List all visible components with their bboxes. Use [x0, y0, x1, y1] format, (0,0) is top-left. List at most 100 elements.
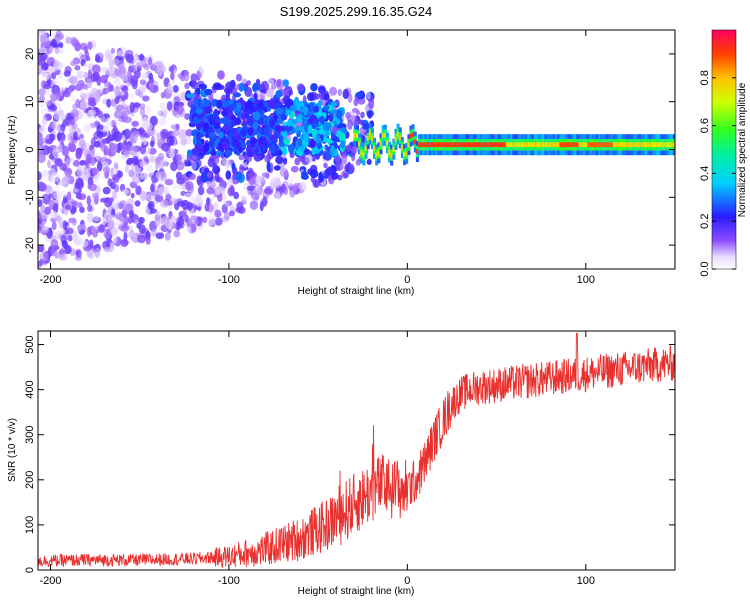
spectrogram-cell: [112, 202, 119, 210]
spectrogram-cell: [42, 62, 49, 71]
spectrogram-cell: [86, 226, 92, 237]
spectrogram-cell: [109, 243, 115, 252]
spectrogram-cell: [183, 70, 190, 82]
spectrogram-cell: [90, 226, 97, 234]
spectrogram-cell: [139, 144, 147, 155]
spectrogram-cell: [70, 157, 76, 163]
tone-band-core: [627, 142, 631, 148]
spectrogram-cell: [277, 150, 283, 156]
tone-band-core: [608, 142, 612, 148]
spectrogram-cell: [326, 167, 332, 177]
tone-band-core: [486, 142, 490, 148]
spectrogram-cell: [175, 154, 182, 161]
x-tick-label: 0: [404, 274, 410, 286]
spectrogram-cell: [266, 161, 271, 173]
spectrogram-cell: [188, 121, 197, 128]
spectrogram-cell: [134, 218, 139, 225]
spectrogram-cell: [172, 129, 180, 137]
tone-band-core: [672, 142, 675, 148]
spectrogram-cell: [198, 83, 207, 90]
spectrogram-cell: [196, 87, 201, 95]
spectrogram-cell: [88, 145, 94, 151]
spectrogram-cell: [281, 183, 286, 193]
spectrogram-cell: [51, 221, 57, 230]
tone-band-core: [535, 142, 539, 148]
spectrogram-cell: [96, 75, 102, 86]
spectrogram-cell: [267, 78, 275, 86]
tone-band-core: [615, 142, 618, 148]
spectrogram-cell: [50, 210, 58, 220]
tone-band-core: [634, 142, 638, 148]
spectrogram-cell: [261, 172, 270, 178]
tone-band-core: [523, 142, 526, 148]
spectrogram-cell: [160, 131, 169, 140]
spectrogram-cell: [70, 36, 78, 46]
tone-band-core: [415, 149, 419, 154]
spectrogram-cell: [317, 99, 323, 107]
spectrogram-cell: [72, 231, 79, 243]
spectrogram-cell: [79, 240, 89, 248]
tone-band-core: [390, 152, 394, 158]
tone-band-core: [555, 142, 559, 148]
spectrogram-cell: [221, 203, 228, 214]
tone-band-core: [578, 142, 582, 148]
spectrogram-cell: [176, 177, 185, 185]
spectrogram-cell: [54, 46, 60, 54]
spectrogram-cell: [131, 120, 139, 127]
tone-band-core: [512, 142, 516, 148]
tone-band-core: [460, 142, 464, 148]
tone-band-core: [353, 132, 357, 138]
spectrogram-cell: [302, 106, 309, 114]
spectrogram-cell: [323, 105, 330, 111]
spectrogram-cell: [45, 100, 52, 107]
tone-band-core: [430, 142, 434, 148]
spectrogram-cell: [185, 128, 193, 137]
spectrogram-cell: [109, 84, 114, 92]
spectrogram-cell: [121, 189, 130, 195]
spectrogram-cell: [221, 157, 229, 167]
spectrogram-cell: [252, 82, 260, 93]
spectrogram-cell: [233, 191, 240, 200]
spectrogram-cell: [281, 146, 288, 156]
spectrogram-cell: [204, 88, 213, 96]
spectrogram-cell: [71, 218, 77, 226]
spectrogram-cell: [268, 134, 277, 141]
spectrogram-cell: [197, 138, 202, 147]
spectrogram-cell: [206, 171, 213, 178]
tone-band-core: [617, 142, 621, 148]
spectrogram-cell: [114, 110, 123, 119]
tone-band-core: [368, 131, 372, 137]
x-tick-label: 100: [577, 575, 595, 587]
spectrogram-cell: [130, 192, 135, 199]
tone-band-core: [668, 142, 672, 148]
spectrogram-cell: [155, 232, 165, 240]
spectrogram-cell: [266, 115, 272, 122]
tone-band-core: [392, 146, 396, 152]
tone-band-core: [443, 142, 447, 148]
tone-band-core: [595, 142, 599, 148]
spectrogram-cell: [252, 121, 259, 130]
spectrogram-cell: [207, 157, 215, 168]
tone-band-core: [550, 142, 554, 148]
spectrogram-cell: [225, 170, 232, 180]
spectrogram-cell: [113, 131, 122, 142]
spectrogram-cell: [271, 177, 277, 185]
spectrogram-cell: [113, 76, 121, 86]
spectrogram-cell: [86, 212, 94, 223]
spectrogram-cell: [158, 64, 166, 74]
spectrogram-cell: [59, 112, 65, 121]
tone-band-core: [651, 142, 655, 148]
spectrogram-cell: [246, 150, 254, 158]
spectrogram-cell: [342, 88, 349, 100]
snr-x-ticks: -200 -100 0 100: [39, 331, 595, 587]
spectrogram-cell: [207, 179, 216, 189]
spectrogram-cell: [39, 258, 44, 266]
tone-band-core: [360, 150, 364, 156]
spectrogram-cell: [38, 171, 42, 181]
spectrogram-cell: [195, 108, 203, 115]
spectrogram-cell: [297, 137, 303, 147]
spectrogram-cell: [330, 109, 338, 115]
tone-band-core: [456, 142, 460, 148]
spectrogram-cell: [102, 138, 111, 144]
